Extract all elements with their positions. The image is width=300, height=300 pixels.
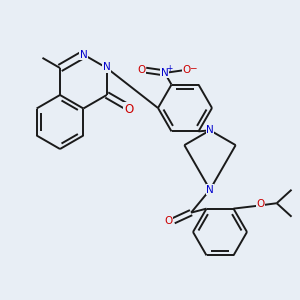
Text: N: N [161, 68, 169, 78]
Text: O: O [138, 65, 146, 75]
Text: O: O [182, 65, 191, 75]
Text: N: N [103, 62, 111, 72]
Text: O: O [256, 199, 265, 209]
Text: N: N [80, 50, 87, 59]
Text: N: N [206, 185, 214, 195]
Text: O: O [164, 216, 173, 226]
Text: +: + [167, 64, 173, 74]
Text: O: O [124, 103, 133, 116]
Text: N: N [206, 125, 214, 135]
Text: −: − [189, 63, 196, 72]
